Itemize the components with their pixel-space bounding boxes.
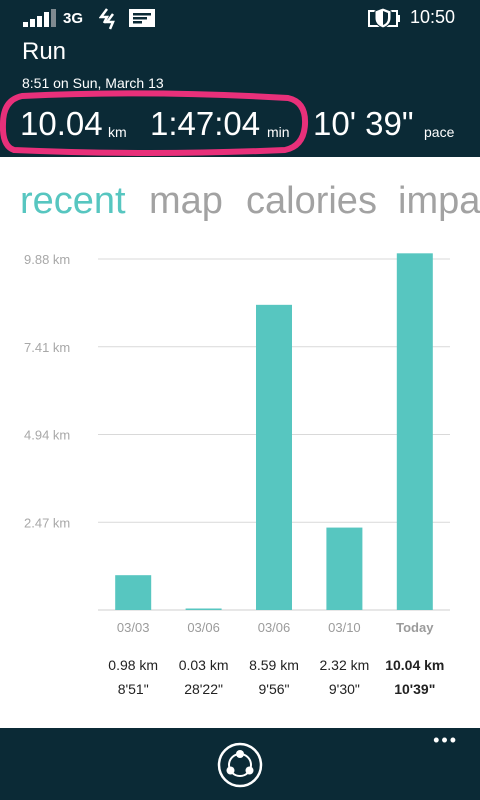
clock: 10:50 — [409, 7, 455, 27]
bar — [115, 575, 152, 610]
activity-datetime: 8:51 on Sun, March 13 — [22, 75, 164, 91]
tab-bar: recent map calories impa — [0, 180, 480, 230]
y-tick-label: 2.47 km — [24, 515, 70, 530]
distance-data-label: 0.03 km — [179, 657, 229, 673]
pace-unit: pace — [424, 124, 455, 140]
y-tick-label: 9.88 km — [24, 252, 70, 267]
network-type: 3G — [63, 10, 84, 27]
x-tick-label: 03/06 — [187, 620, 220, 635]
run-stats: 10.04 km 1:47:04 min 10' 39" pace — [0, 100, 480, 150]
distance-data-label: 8.59 km — [249, 657, 299, 673]
bar — [185, 608, 222, 610]
bar — [256, 304, 292, 610]
pace-data-label: 28'22" — [184, 681, 223, 697]
pace-data-label: 9'56" — [258, 681, 289, 697]
highlight-annotation — [0, 90, 309, 156]
pace-value: 10' 39" — [313, 105, 414, 142]
pace-data-label: 10'39" — [394, 681, 435, 697]
tab-impact[interactable]: impa — [398, 180, 480, 222]
duration-value: 1:47:04 — [150, 105, 261, 142]
battery-saver-icon — [368, 7, 400, 29]
y-tick-label: 4.94 km — [24, 428, 70, 443]
data-sync-icon — [99, 8, 115, 30]
more-options-button[interactable]: ••• — [433, 730, 458, 750]
bar — [396, 253, 433, 610]
x-tick-label: 03/03 — [117, 620, 150, 635]
notification-icon — [129, 9, 155, 27]
tab-map[interactable]: map — [149, 180, 223, 222]
distance-data-label: 0.98 km — [108, 657, 158, 673]
x-tick-label: 03/10 — [328, 620, 361, 635]
app-bar: ••• — [0, 728, 480, 800]
sync-icon[interactable] — [217, 742, 263, 788]
distance-data-label: 2.32 km — [319, 657, 369, 673]
duration-unit: min — [267, 124, 290, 140]
tab-calories[interactable]: calories — [246, 180, 377, 222]
signal-strength-icon — [23, 9, 56, 27]
pace-data-label: 8'51" — [118, 681, 149, 697]
tab-recent[interactable]: recent — [20, 180, 126, 222]
x-tick-label: 03/06 — [258, 620, 291, 635]
distance-data-label: 10.04 km — [385, 657, 444, 673]
status-bar: 3G 10:50 — [0, 0, 480, 36]
distance-bar-chart: 2.47 km 4.94 km 7.41 km 9.88 km 03/03 0.98 km… — [24, 252, 450, 697]
y-tick-label: 7.41 km — [24, 340, 70, 355]
bar — [326, 527, 363, 610]
app-header: 3G 10:50 Run 8:51 on Sun, March 13 10.04… — [0, 0, 480, 157]
page-title: Run — [22, 38, 67, 65]
pace-data-label: 9'30" — [329, 681, 360, 697]
distance-value: 10.04 — [20, 105, 103, 142]
distance-unit: km — [108, 124, 127, 140]
x-tick-label: Today — [396, 620, 434, 635]
